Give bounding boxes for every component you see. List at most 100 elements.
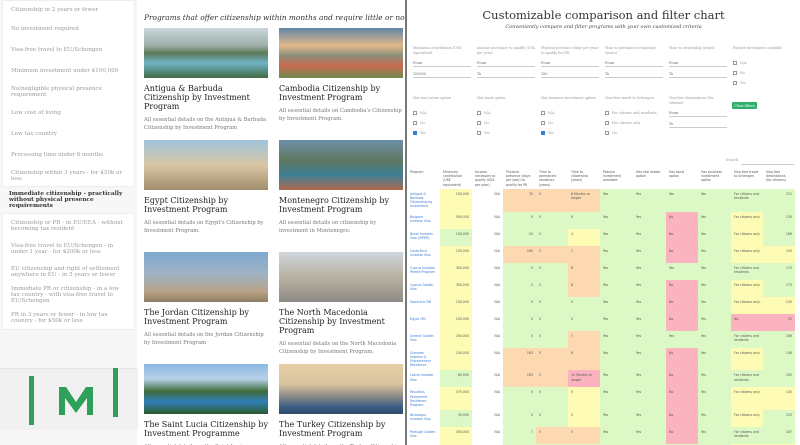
filter-checkbox-option[interactable]: No <box>605 130 663 136</box>
program-link[interactable]: Latvia Investor Visa <box>407 370 440 388</box>
column-header-7[interactable]: Has real estate option <box>636 170 661 179</box>
program-title[interactable]: Cambodia Citizenship by Investment Progr… <box>279 84 381 102</box>
filter-from-input[interactable]: From <box>669 108 727 117</box>
checkbox[interactable] <box>733 81 737 85</box>
program-card[interactable]: The Turkey Citizenship by Investment Pro… <box>279 364 403 445</box>
column-header-10[interactable]: Visa-free travel to Schengen <box>734 170 759 179</box>
program-card[interactable]: Cambodia Citizenship by Investment Progr… <box>279 28 403 123</box>
checkbox[interactable] <box>413 121 417 125</box>
program-card[interactable]: The Saint Lucia Citizenship by Investmen… <box>144 364 268 445</box>
filter-checkbox-option[interactable]: Yes <box>477 130 535 136</box>
filter-to-input[interactable]: To <box>669 69 727 78</box>
checkbox[interactable] <box>605 121 609 125</box>
program-link[interactable]: Cyprus Investor Permit Program <box>407 262 440 280</box>
program-image[interactable] <box>144 140 268 190</box>
column-header-11[interactable]: Visa-free destinations (for citizens) <box>766 170 786 183</box>
column-header-8[interactable]: Has bond option <box>669 170 685 179</box>
column-header-3[interactable]: Physical presence (days per year) to qua… <box>506 170 531 187</box>
checkbox[interactable] <box>541 121 545 125</box>
filter-from-input[interactable]: From <box>669 58 727 67</box>
filter-checkbox-option[interactable]: Yes <box>541 130 599 136</box>
sidebar-item[interactable]: Processing time under 6 months <box>11 151 104 158</box>
sidebar-item[interactable]: EU citizenship and right of settlement a… <box>11 265 120 278</box>
sidebar-item[interactable]: Immediate PR or citizenship - in a low t… <box>11 285 120 304</box>
filter-checkbox-option[interactable]: N/A <box>477 110 535 116</box>
program-card[interactable]: The Jordan Citizenship by Investment Pro… <box>144 252 268 347</box>
sidebar-item[interactable]: Low tax country <box>11 130 57 137</box>
sidebar-item[interactable]: Low cost of living <box>11 109 61 116</box>
program-title[interactable]: Egypt Citizenship by Investment Program <box>144 196 229 214</box>
program-link[interactable]: Brazil Investor Visa (VIPER) <box>407 228 440 246</box>
checkbox[interactable] <box>477 111 481 115</box>
sidebar-item[interactable]: Citizenship or PR - in EU/EEA - without … <box>11 219 123 232</box>
program-image[interactable] <box>279 28 403 78</box>
program-link[interactable]: Grenada Investor & Entrepreneur Residenc… <box>407 347 440 371</box>
filter-from-input[interactable]: From <box>413 58 471 67</box>
checkbox[interactable] <box>733 71 737 75</box>
program-link[interactable]: Bulgaria Investor Visa <box>407 211 440 229</box>
sidebar-item[interactable]: Minimum investment under $100,000 <box>11 67 119 74</box>
column-header-9[interactable]: Has business investment option <box>701 170 722 183</box>
filter-checkbox-option[interactable]: For citizens and residents <box>605 110 663 116</box>
program-link[interactable]: Costa Rica Investor Visa <box>407 245 440 263</box>
program-link[interactable]: Dominica CBI <box>407 296 440 314</box>
filter-to-input[interactable]: 180 <box>541 69 599 78</box>
filter-from-input[interactable]: From <box>477 58 535 67</box>
checkbox[interactable] <box>413 111 417 115</box>
clear-filters-button[interactable]: Clear filters <box>732 102 757 109</box>
filter-checkbox-option[interactable]: No <box>413 120 471 126</box>
program-image[interactable] <box>279 252 403 302</box>
column-header-0[interactable]: Program <box>410 170 424 174</box>
filter-to-input[interactable]: 100000 <box>413 69 471 78</box>
program-card[interactable]: Antigua & Barbuda Citizenship by Investm… <box>144 28 268 132</box>
column-header-1[interactable]: Minimum contribution (US$ equivalent) <box>443 170 463 187</box>
column-header-4[interactable]: Time to permanent residency (years) <box>539 170 557 187</box>
program-image[interactable] <box>144 364 268 414</box>
filter-to-input[interactable]: To <box>477 69 535 78</box>
program-link[interactable]: Portugal Golden Visa <box>407 427 440 445</box>
checkbox[interactable] <box>733 61 737 65</box>
filter-checkbox-option[interactable]: For citizens only <box>605 120 663 126</box>
checkbox[interactable] <box>477 131 481 135</box>
program-card[interactable]: Egypt Citizenship by Investment Program A… <box>144 140 268 235</box>
column-header-2[interactable]: Income necessary to qualify (US$ per yea… <box>475 170 496 187</box>
filter-from-input[interactable]: From <box>605 58 663 67</box>
program-title[interactable]: The Saint Lucia Citizenship by Investmen… <box>144 420 268 438</box>
program-link[interactable]: Egypt CBI <box>407 313 440 331</box>
program-link[interactable]: Mauritius Permanent Residence Program <box>407 387 440 411</box>
column-header-5[interactable]: Time to citizenship (years) <box>571 170 589 183</box>
sidebar-item[interactable]: Visa-free travel to EU/Schengen - in und… <box>11 242 114 255</box>
program-image[interactable] <box>279 364 403 414</box>
program-title[interactable]: Montenegro Citizenship by Investment Pro… <box>279 196 389 214</box>
filter-checkbox-option[interactable]: No <box>477 120 535 126</box>
program-title[interactable]: Antigua & Barbuda Citizenship by Investm… <box>144 84 250 111</box>
program-link[interactable]: Greece Golden Visa <box>407 330 440 348</box>
program-image[interactable] <box>144 252 268 302</box>
filter-checkbox-option[interactable]: N/A <box>733 60 791 66</box>
program-title[interactable]: The North Macedonia Citizenship by Inves… <box>279 308 385 335</box>
filter-checkbox-option[interactable]: N/A <box>413 110 471 116</box>
search-input[interactable] <box>741 163 794 165</box>
checkbox[interactable] <box>605 111 609 115</box>
sidebar-item[interactable]: PR in 3 years or fewer - in low tax coun… <box>11 311 108 324</box>
program-link[interactable]: Nicaragua Investor Visa <box>407 410 440 428</box>
program-image[interactable] <box>279 140 403 190</box>
filter-checkbox-option[interactable]: Yes <box>413 130 471 136</box>
filter-checkbox-option[interactable]: No <box>733 70 791 76</box>
program-image[interactable] <box>144 28 268 78</box>
checkbox[interactable] <box>605 131 609 135</box>
program-link[interactable]: Cyprus Golden Visa <box>407 279 440 297</box>
checkbox[interactable] <box>413 131 417 135</box>
filter-to-input[interactable]: To <box>605 69 663 78</box>
program-title[interactable]: The Turkey Citizenship by Investment Pro… <box>279 420 386 438</box>
filter-checkbox-option[interactable]: No <box>541 120 599 126</box>
sidebar-item[interactable]: Citizenship in 2 years or fewer <box>11 6 99 13</box>
sidebar-item[interactable]: No/negligible physical presence requirem… <box>11 85 102 98</box>
column-header-6[interactable]: Passive investment available <box>603 170 621 183</box>
program-card[interactable]: Montenegro Citizenship by Investment Pro… <box>279 140 403 235</box>
filter-checkbox-option[interactable]: Yes <box>733 80 791 86</box>
checkbox[interactable] <box>541 111 545 115</box>
filter-to-input[interactable]: To <box>669 119 727 128</box>
sidebar-item[interactable]: Citizenship within 3 years - for $50k or… <box>11 169 123 182</box>
program-title[interactable]: The Jordan Citizenship by Investment Pro… <box>144 308 249 326</box>
